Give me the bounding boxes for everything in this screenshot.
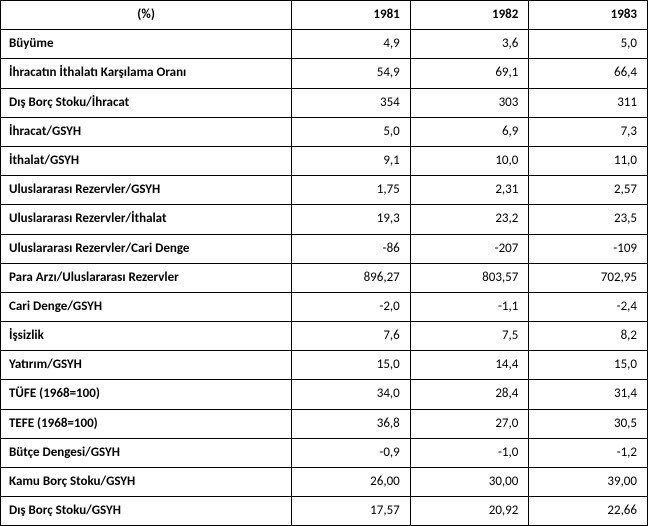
row-value: 69,1 <box>410 59 529 88</box>
row-value: 7,5 <box>410 322 529 351</box>
table-row: Dış Borç Stoku/GSYH17,5720,9222,66 <box>1 497 648 526</box>
row-value: -109 <box>529 234 648 263</box>
table-container: (%) 1981 1982 1983 Büyüme4,93,65,0İhraca… <box>0 0 648 526</box>
table-row: Para Arzı/Uluslararası Rezervler896,2780… <box>1 263 648 292</box>
header-year-1981: 1981 <box>292 1 411 30</box>
row-label: İhracat/GSYH <box>1 117 292 146</box>
table-row: Uluslararası Rezervler/İthalat19,323,223… <box>1 205 648 234</box>
row-label: Dış Borç Stoku/İhracat <box>1 88 292 117</box>
row-value: -0,9 <box>292 438 411 467</box>
table-row: İthalat/GSYH9,110,011,0 <box>1 146 648 175</box>
header-first: (%) <box>1 1 292 30</box>
row-value: -86 <box>292 234 411 263</box>
row-label: Uluslararası Rezervler/GSYH <box>1 176 292 205</box>
row-value: 17,57 <box>292 497 411 526</box>
row-value: 2,31 <box>410 176 529 205</box>
row-value: 5,0 <box>292 117 411 146</box>
row-label: Uluslararası Rezervler/İthalat <box>1 205 292 234</box>
row-value: 34,0 <box>292 380 411 409</box>
header-year-1983: 1983 <box>529 1 648 30</box>
row-value: -1,1 <box>410 292 529 321</box>
row-value: 20,92 <box>410 497 529 526</box>
row-label: İhracatın İthalatı Karşılama Oranı <box>1 59 292 88</box>
row-value: -2,4 <box>529 292 648 321</box>
row-label: Cari Denge/GSYH <box>1 292 292 321</box>
row-value: 31,4 <box>529 380 648 409</box>
row-value: 10,0 <box>410 146 529 175</box>
row-value: 54,9 <box>292 59 411 88</box>
row-label: Dış Borç Stoku/GSYH <box>1 497 292 526</box>
row-label: İthalat/GSYH <box>1 146 292 175</box>
row-label: TEFE (1968=100) <box>1 409 292 438</box>
row-value: 26,00 <box>292 468 411 497</box>
row-value: 36,8 <box>292 409 411 438</box>
table-row: Cari Denge/GSYH-2,0-1,1-2,4 <box>1 292 648 321</box>
row-value: 1,75 <box>292 176 411 205</box>
row-value: 3,6 <box>410 30 529 59</box>
table-body: Büyüme4,93,65,0İhracatın İthalatı Karşıl… <box>1 30 648 526</box>
row-value: 4,9 <box>292 30 411 59</box>
table-row: TÜFE (1968=100)34,028,431,4 <box>1 380 648 409</box>
row-value: 303 <box>410 88 529 117</box>
table-head: (%) 1981 1982 1983 <box>1 1 648 30</box>
row-value: 30,5 <box>529 409 648 438</box>
row-value: 8,2 <box>529 322 648 351</box>
row-value: 23,2 <box>410 205 529 234</box>
row-value: 23,5 <box>529 205 648 234</box>
row-value: 15,0 <box>292 351 411 380</box>
row-label: Büyüme <box>1 30 292 59</box>
table-row: Dış Borç Stoku/İhracat354303311 <box>1 88 648 117</box>
row-value: 39,00 <box>529 468 648 497</box>
row-value: 28,4 <box>410 380 529 409</box>
table-row: Yatırım/GSYH15,014,415,0 <box>1 351 648 380</box>
row-value: 6,9 <box>410 117 529 146</box>
row-label: İşsizlik <box>1 322 292 351</box>
row-value: 15,0 <box>529 351 648 380</box>
header-year-1982: 1982 <box>410 1 529 30</box>
table-row: Uluslararası Rezervler/GSYH1,752,312,57 <box>1 176 648 205</box>
row-label: TÜFE (1968=100) <box>1 380 292 409</box>
row-value: 19,3 <box>292 205 411 234</box>
table-header-row: (%) 1981 1982 1983 <box>1 1 648 30</box>
data-table: (%) 1981 1982 1983 Büyüme4,93,65,0İhraca… <box>0 0 648 526</box>
row-value: 30,00 <box>410 468 529 497</box>
table-row: Bütçe Dengesi/GSYH-0,9-1,0-1,2 <box>1 438 648 467</box>
table-row: TEFE (1968=100)36,827,030,5 <box>1 409 648 438</box>
row-value: 27,0 <box>410 409 529 438</box>
row-value: 22,66 <box>529 497 648 526</box>
row-value: 2,57 <box>529 176 648 205</box>
row-value: -1,2 <box>529 438 648 467</box>
table-row: İhracatın İthalatı Karşılama Oranı54,969… <box>1 59 648 88</box>
row-label: Yatırım/GSYH <box>1 351 292 380</box>
row-label: Para Arzı/Uluslararası Rezervler <box>1 263 292 292</box>
table-row: İhracat/GSYH5,06,97,3 <box>1 117 648 146</box>
table-row: Uluslararası Rezervler/Cari Denge-86-207… <box>1 234 648 263</box>
row-value: 7,3 <box>529 117 648 146</box>
row-value: -2,0 <box>292 292 411 321</box>
row-value: 803,57 <box>410 263 529 292</box>
row-value: 7,6 <box>292 322 411 351</box>
row-value: 66,4 <box>529 59 648 88</box>
row-label: Bütçe Dengesi/GSYH <box>1 438 292 467</box>
row-value: 5,0 <box>529 30 648 59</box>
row-value: 354 <box>292 88 411 117</box>
row-value: 702,95 <box>529 263 648 292</box>
row-value: 9,1 <box>292 146 411 175</box>
row-value: 14,4 <box>410 351 529 380</box>
row-value: 11,0 <box>529 146 648 175</box>
row-label: Kamu Borç Stoku/GSYH <box>1 468 292 497</box>
row-label: Uluslararası Rezervler/Cari Denge <box>1 234 292 263</box>
row-value: 311 <box>529 88 648 117</box>
table-row: İşsizlik7,67,58,2 <box>1 322 648 351</box>
table-row: Kamu Borç Stoku/GSYH26,0030,0039,00 <box>1 468 648 497</box>
row-value: -207 <box>410 234 529 263</box>
table-row: Büyüme4,93,65,0 <box>1 30 648 59</box>
row-value: 896,27 <box>292 263 411 292</box>
row-value: -1,0 <box>410 438 529 467</box>
